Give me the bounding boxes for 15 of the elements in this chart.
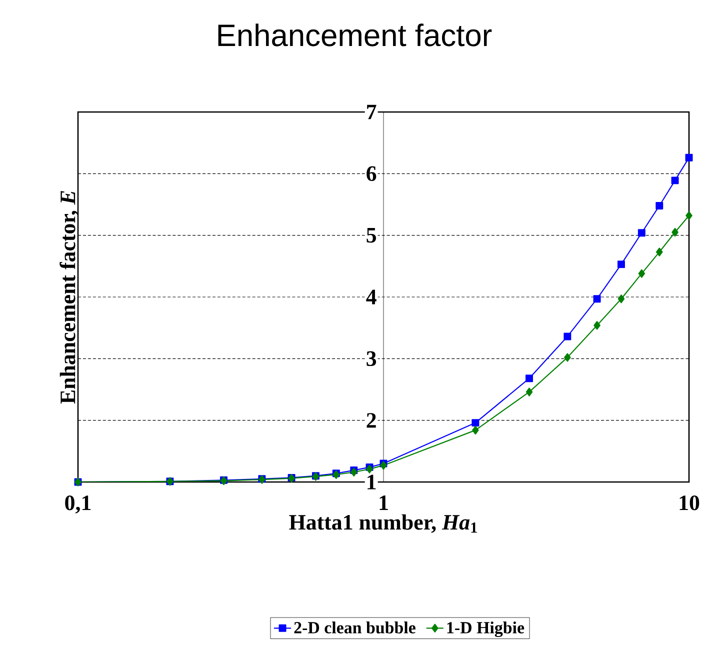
chart-title: Enhancement factor	[218, 24, 492, 46]
y-tick-label: 7	[367, 104, 376, 120]
x-tick-label: 0,1	[65, 495, 91, 514]
y-tick-label: 6	[366, 166, 376, 182]
x-tick-label: 10	[680, 495, 700, 510]
x-axis-title: Hatta1 number, Ha$_{1}$	[289, 514, 477, 533]
x-tick-label: 1	[380, 495, 388, 510]
y-tick-label: 1	[368, 474, 376, 490]
legend-label: 1-D Higbie	[447, 622, 524, 638]
y-tick-label: 2	[366, 413, 376, 428]
y-axis-title: Enhancement factor, E	[60, 190, 78, 404]
legend-label: 2-D clean bubble	[294, 622, 416, 634]
y-tick-label: 5	[366, 228, 376, 243]
y-tick-label: 4	[366, 290, 376, 304]
y-tick-label: 3	[366, 351, 376, 366]
